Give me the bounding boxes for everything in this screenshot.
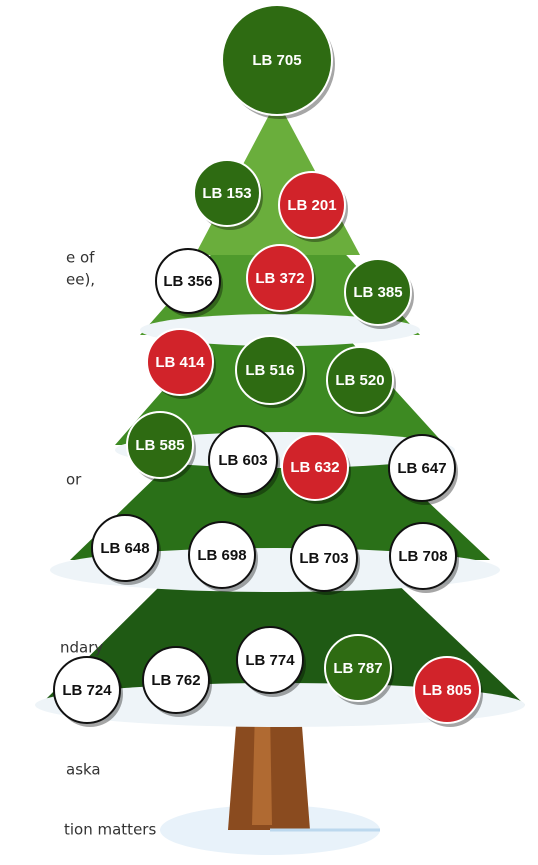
- side-text-fragment: aska: [66, 761, 101, 779]
- ornament-label: LB 648: [100, 540, 149, 557]
- ornament-label: LB 647: [397, 460, 446, 477]
- ornament-label: LB 603: [218, 452, 267, 469]
- ornament-label: LB 414: [155, 354, 205, 371]
- ornament-label: LB 372: [255, 270, 304, 287]
- side-text-fragment: ndary: [60, 639, 103, 657]
- ornament-label: LB 698: [197, 547, 246, 564]
- ornament-label: LB 724: [62, 682, 112, 699]
- ornament-label: LB 787: [333, 660, 382, 677]
- ornament-label: LB 356: [163, 273, 212, 290]
- side-text-fragment: e of: [66, 249, 95, 267]
- ornament-label: LB 385: [353, 284, 402, 301]
- ornament-label: LB 705: [252, 52, 301, 69]
- tree-diagram: e of ee), or ndary aska tion matters LB 705 LB…: [0, 0, 538, 865]
- ornament-label: LB 201: [287, 197, 336, 214]
- ornament-label: LB 774: [245, 652, 295, 669]
- ornament-label: LB 703: [299, 550, 348, 567]
- ornament-label: LB 153: [202, 185, 251, 202]
- side-text-fragment: tion matters: [64, 821, 156, 839]
- ornament-label: LB 516: [245, 362, 294, 379]
- ornament-label: LB 632: [290, 459, 339, 476]
- ornament-label: LB 805: [422, 682, 471, 699]
- ornament-label: LB 585: [135, 437, 184, 454]
- ornament-label: LB 520: [335, 372, 384, 389]
- ornament-label: LB 762: [151, 672, 200, 689]
- side-text-fragment: ee),: [66, 271, 95, 289]
- side-text-fragment: or: [66, 471, 82, 489]
- ornament-label: LB 708: [398, 548, 447, 565]
